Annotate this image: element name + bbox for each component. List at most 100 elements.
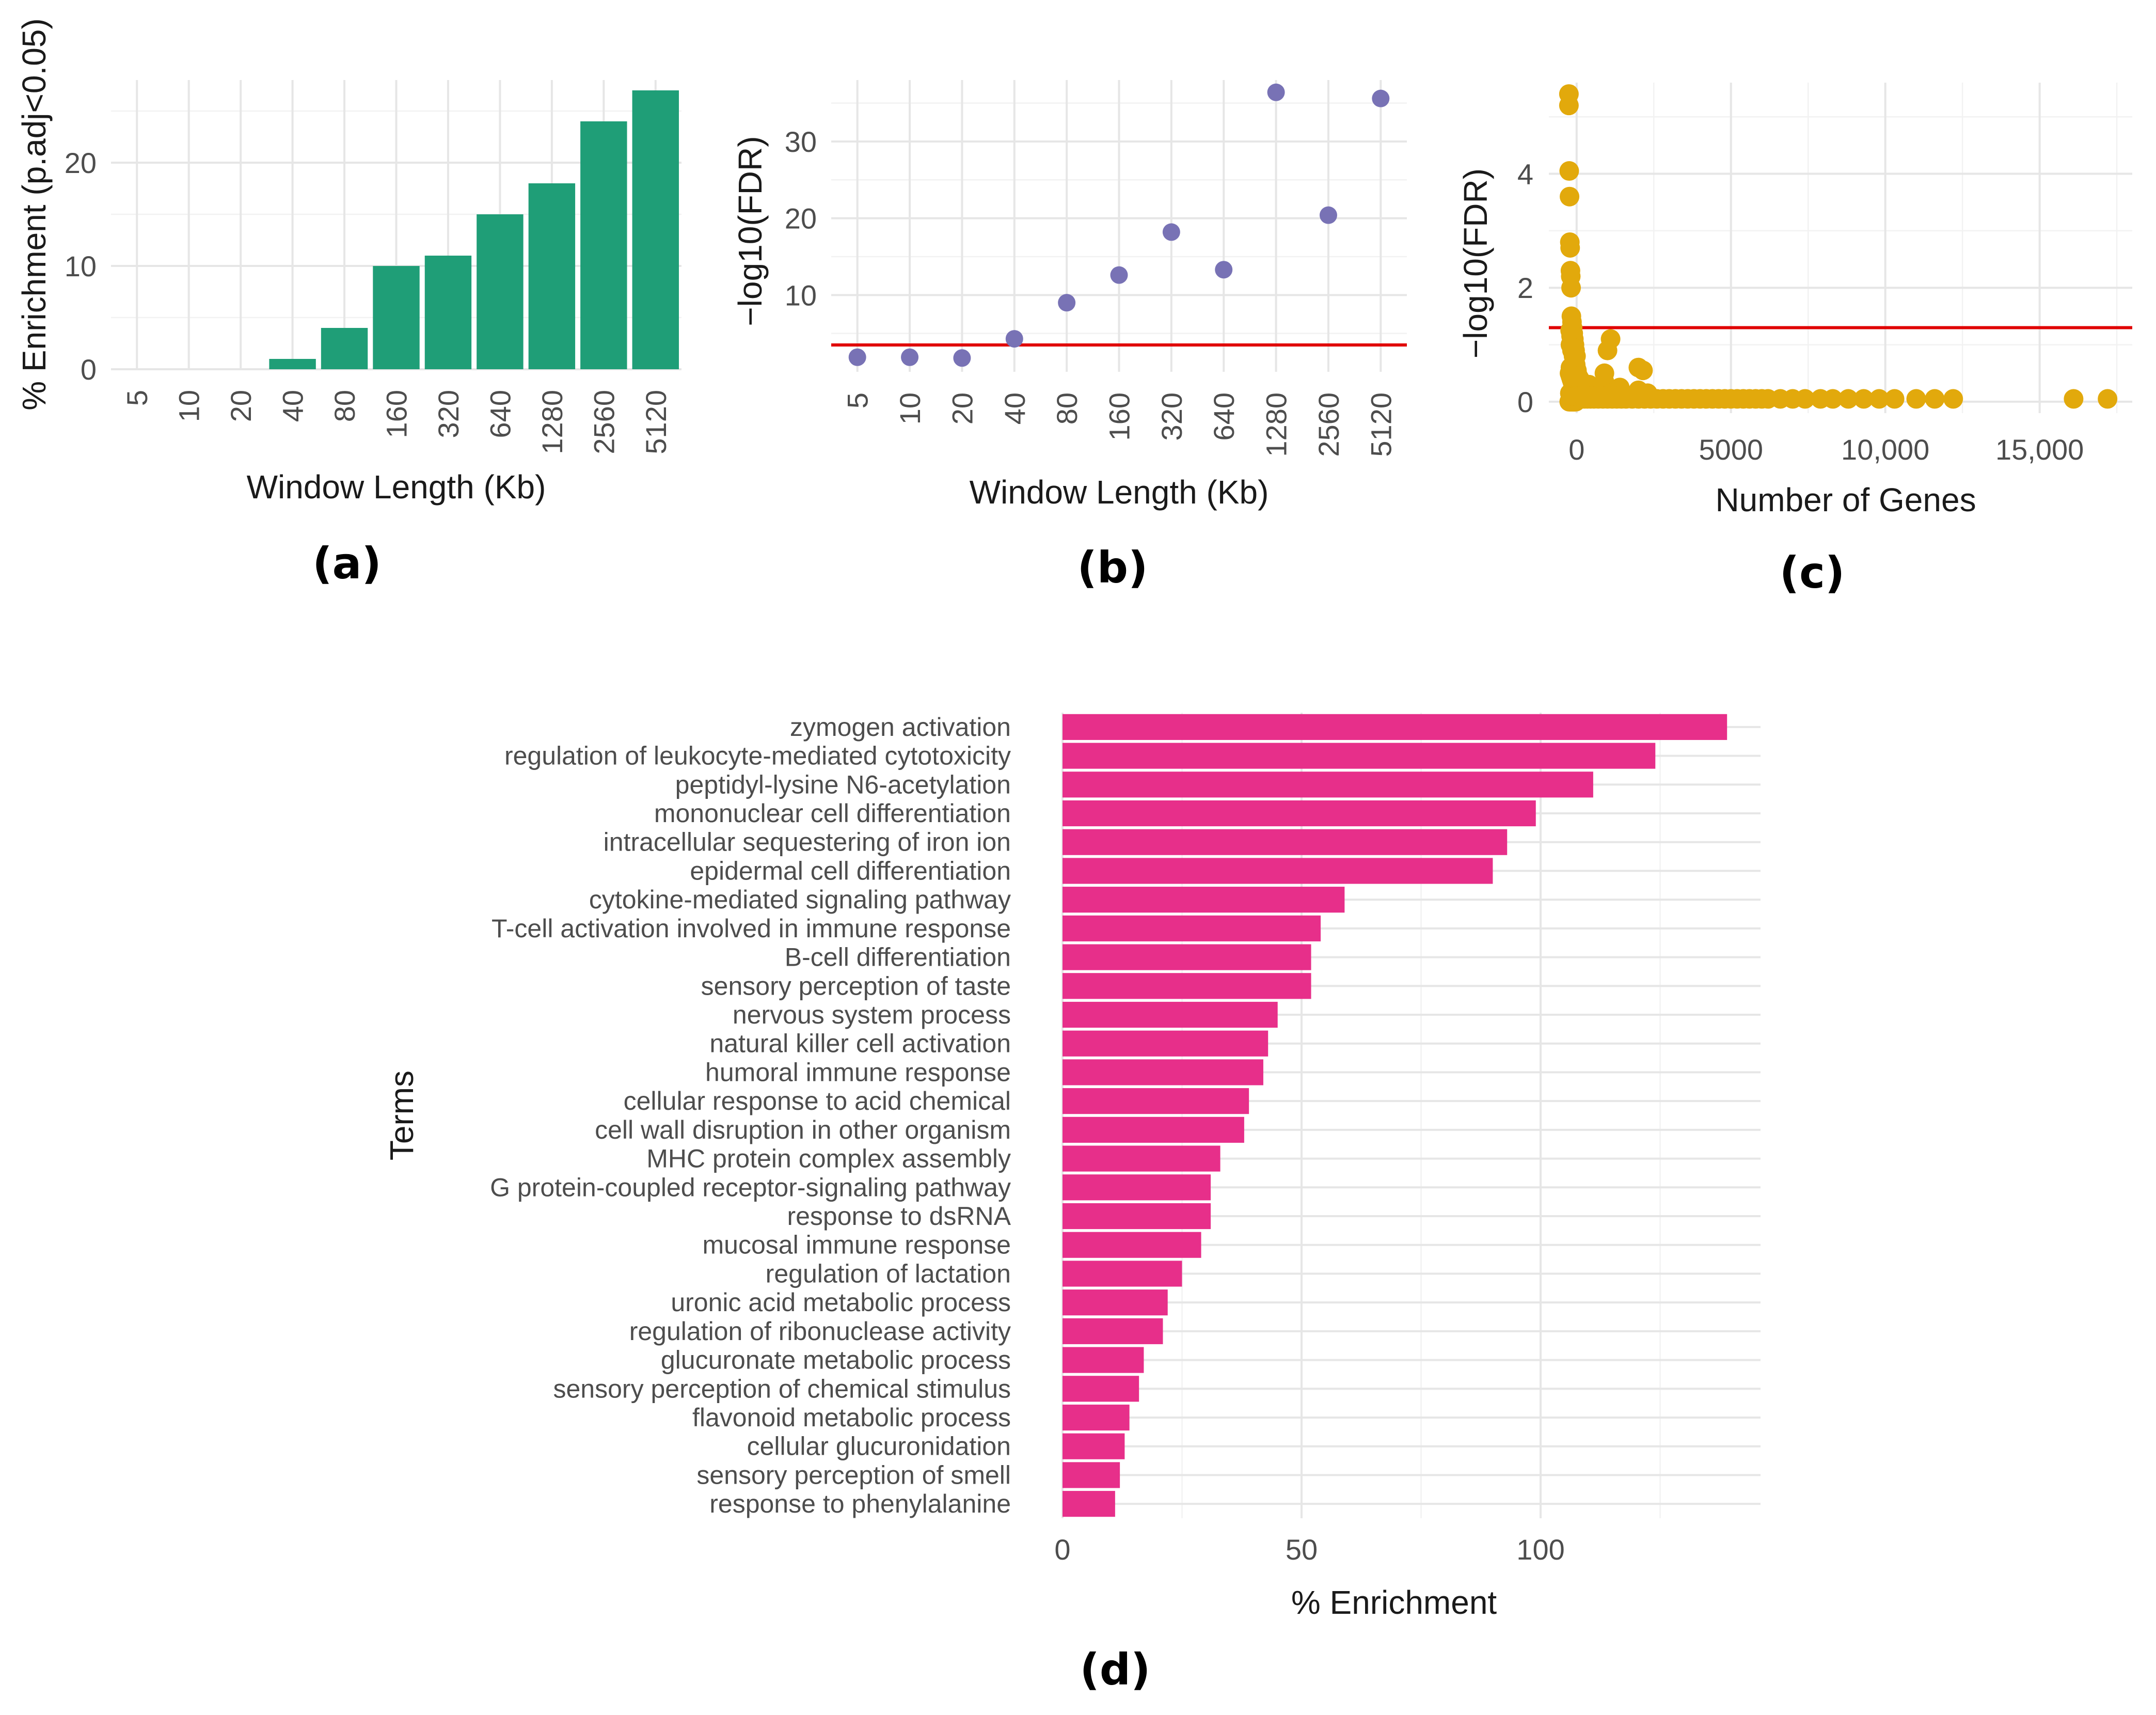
x-tick-label: 160 <box>381 390 413 438</box>
data-point <box>1823 389 1843 409</box>
bar <box>1063 772 1593 798</box>
bar <box>1063 915 1321 941</box>
y-tick-label: 0 <box>1517 386 1533 418</box>
bar <box>1063 1030 1269 1057</box>
data-point <box>1559 161 1579 181</box>
x-tick-label: 10 <box>894 392 926 424</box>
bar <box>580 121 627 369</box>
y-axis-label: % Enrichment (p.adj<0.05) <box>15 18 53 411</box>
data-point <box>901 348 919 366</box>
x-tick-label: 15,000 <box>1995 433 2084 466</box>
x-tick-label: 320 <box>1155 392 1188 440</box>
y-tick-label: uronic acid metabolic process <box>671 1288 1011 1317</box>
x-tick-label: 40 <box>998 392 1031 424</box>
bar <box>373 266 420 369</box>
bar <box>1063 973 1311 999</box>
y-tick-label: cellular response to acid chemical <box>624 1087 1011 1115</box>
y-tick-label: response to phenylalanine <box>709 1489 1011 1518</box>
bar <box>1063 1116 1244 1143</box>
data-point <box>1625 386 1645 406</box>
bar <box>1063 1145 1220 1172</box>
panel-label-d: (d) <box>1080 1644 1151 1695</box>
bar <box>1063 1289 1168 1316</box>
data-point <box>1110 266 1128 284</box>
bar <box>1063 858 1493 884</box>
x-tick-label: 5 <box>121 390 153 406</box>
y-tick-label: 0 <box>81 353 97 386</box>
bar <box>1063 887 1345 913</box>
bar <box>269 359 316 369</box>
x-tick-label: 10 <box>173 390 205 422</box>
data-point <box>1372 89 1390 107</box>
bar <box>1063 1491 1115 1517</box>
data-point <box>1559 96 1579 116</box>
y-tick-label: B-cell differentiation <box>785 943 1011 972</box>
panel-c-chart: 0 2 4 0 5000 10,000 15,000 Number of Genes −log1… <box>1457 83 2132 518</box>
data-point <box>953 349 971 367</box>
panel-b-chart: 10 20 30 5 10 20 40 80 160 320 640 1280 2560 5120 Wind… <box>732 80 1407 511</box>
y-tick-label: 20 <box>785 202 817 235</box>
y-tick-label: regulation of leukocyte-mediated cytotox… <box>504 742 1011 770</box>
y-tick-label: cell wall disruption in other organism <box>595 1115 1011 1144</box>
data-point <box>1853 389 1874 409</box>
y-tick-label: response to dsRNA <box>787 1202 1011 1231</box>
data-point <box>1925 389 1945 409</box>
bar <box>1063 1174 1211 1201</box>
y-tick-label: nervous system process <box>733 1000 1011 1029</box>
x-tick-label: 1280 <box>1260 392 1293 457</box>
data-point <box>1319 206 1337 224</box>
y-tick-label: G protein-coupled receptor-signaling pat… <box>490 1173 1011 1202</box>
data-point <box>1005 330 1023 348</box>
y-tick-label: regulation of lactation <box>766 1259 1011 1288</box>
data-point <box>1561 278 1581 298</box>
data-point <box>1906 389 1926 409</box>
y-tick-label: zymogen activation <box>790 713 1011 742</box>
y-tick-label: sensory perception of smell <box>696 1460 1011 1489</box>
x-tick-label: 640 <box>484 390 516 438</box>
y-tick-label: sensory perception of taste <box>701 971 1011 1000</box>
data-point <box>1058 294 1076 312</box>
x-tick-label: 20 <box>225 390 257 422</box>
x-tick-label: 2560 <box>588 390 620 454</box>
bar <box>1063 1203 1211 1230</box>
bar <box>528 183 576 369</box>
data-point <box>2064 389 2084 409</box>
x-axis-label: Number of Genes <box>1715 481 1976 518</box>
y-axis-label: −log10(FDR) <box>732 136 769 326</box>
x-tick-label: 5 <box>842 392 874 408</box>
panel-label-b: (b) <box>1077 542 1148 593</box>
bar <box>632 90 679 369</box>
x-tick-label: 1280 <box>536 390 568 454</box>
panel-label-a: (a) <box>312 538 381 589</box>
x-axis-label: Window Length (Kb) <box>970 474 1269 511</box>
x-tick-label: 320 <box>432 390 465 438</box>
x-tick-label: 160 <box>1103 392 1136 440</box>
panel-label-c: (c) <box>1780 547 1845 598</box>
bar <box>1063 1347 1144 1373</box>
x-tick-label: 5120 <box>1365 392 1397 457</box>
y-tick-label: cytokine-mediated signaling pathway <box>589 885 1011 914</box>
bar <box>321 328 368 369</box>
x-tick-label: 20 <box>946 392 978 424</box>
data-point <box>1869 389 1889 409</box>
y-tick-label: intracellular sequestering of iron ion <box>604 828 1011 857</box>
x-tick-label: 80 <box>328 390 361 422</box>
bar <box>1063 1462 1120 1488</box>
bar <box>1063 1059 1263 1085</box>
data-point <box>1600 329 1621 349</box>
bar <box>1063 1433 1125 1459</box>
y-tick-label: 10 <box>785 279 817 311</box>
y-tick-label: glucuronate metabolic process <box>661 1346 1011 1375</box>
x-tick-label: 40 <box>277 390 309 422</box>
y-tick-label: regulation of ribonuclease activity <box>629 1317 1011 1346</box>
panel-a-chart: 0 10 20 5 10 20 40 80 160 320 640 1280 2560 5120 Windo… <box>15 18 681 506</box>
data-point <box>1884 389 1905 409</box>
bar <box>424 256 472 369</box>
bar <box>1063 1404 1130 1431</box>
data-point <box>1838 389 1858 409</box>
x-axis-label: Window Length (Kb) <box>247 468 546 506</box>
y-tick-label: epidermal cell differentiation <box>690 856 1011 885</box>
y-tick-label: humoral immune response <box>705 1058 1011 1087</box>
